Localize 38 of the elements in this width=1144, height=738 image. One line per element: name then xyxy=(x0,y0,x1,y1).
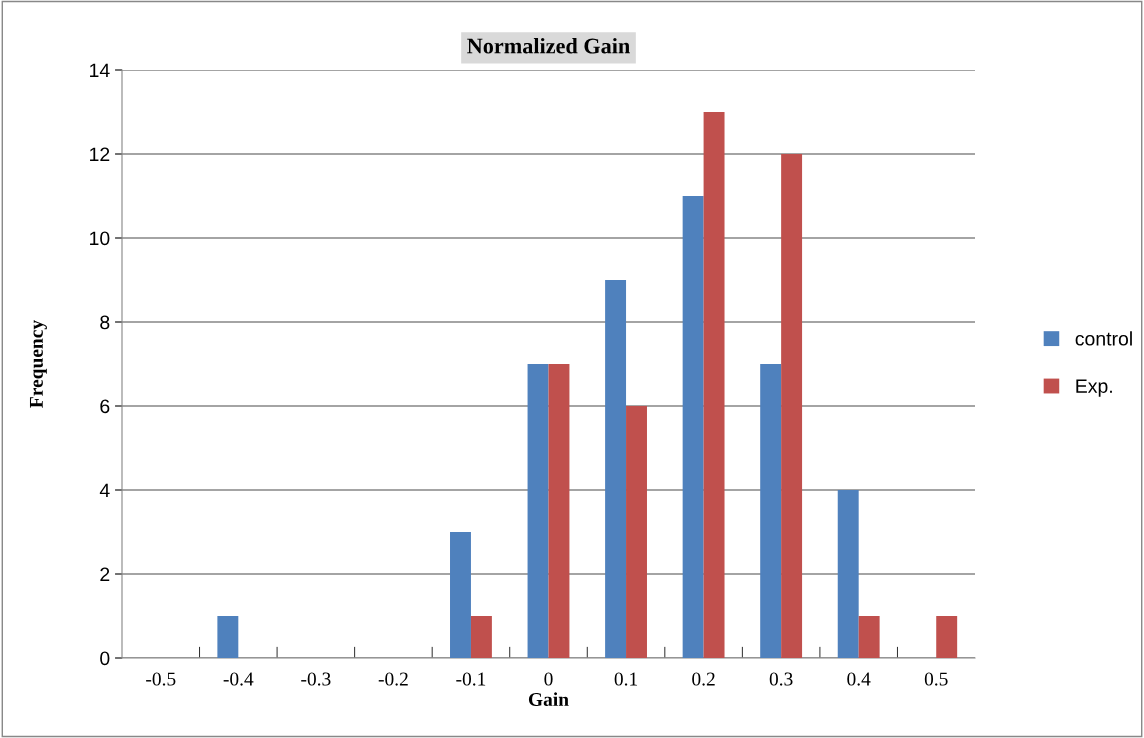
y-tick-label: 8 xyxy=(100,315,110,330)
x-tick-label: -0.5 xyxy=(146,672,176,686)
x-tick-label: 0.2 xyxy=(692,672,715,686)
y-tick-label: 10 xyxy=(90,231,110,246)
y-axis-title: Frequency xyxy=(29,320,47,408)
bar xyxy=(527,364,549,658)
x-tick-label: 0.5 xyxy=(924,672,948,686)
x-tick-label: -0.4 xyxy=(223,672,254,686)
x-tick-label: -0.1 xyxy=(456,672,486,686)
legend-label: Exp. xyxy=(1076,379,1112,397)
x-tick-label: 0.4 xyxy=(847,672,871,686)
bar xyxy=(548,364,570,658)
legend-label: control xyxy=(1075,331,1132,346)
x-tick-label: 0.1 xyxy=(614,672,638,686)
y-tick-label: 12 xyxy=(90,147,110,162)
bar xyxy=(470,616,492,658)
y-tick-label: 2 xyxy=(100,567,110,582)
bar xyxy=(626,406,647,658)
y-tick-label: 6 xyxy=(100,399,110,414)
bar xyxy=(858,616,880,658)
bar xyxy=(837,490,859,658)
y-tick-label: 4 xyxy=(99,483,110,498)
bar xyxy=(450,532,471,658)
bar xyxy=(682,196,704,658)
y-tick-label: 14 xyxy=(90,63,110,78)
x-tick-label: 0 xyxy=(544,672,553,686)
bar xyxy=(703,112,725,658)
x-tick-label: -0.3 xyxy=(301,672,331,686)
chart-title: Normalized Gain xyxy=(467,37,630,54)
x-tick-label: -0.2 xyxy=(378,672,408,686)
bar xyxy=(936,616,958,658)
x-tick-label: 0.3 xyxy=(769,672,793,686)
y-tick-label: 0 xyxy=(100,651,110,666)
bar xyxy=(217,616,239,658)
x-axis-title: Gain xyxy=(528,692,569,706)
bar xyxy=(605,280,627,658)
bar xyxy=(781,154,803,658)
bar xyxy=(760,364,782,658)
